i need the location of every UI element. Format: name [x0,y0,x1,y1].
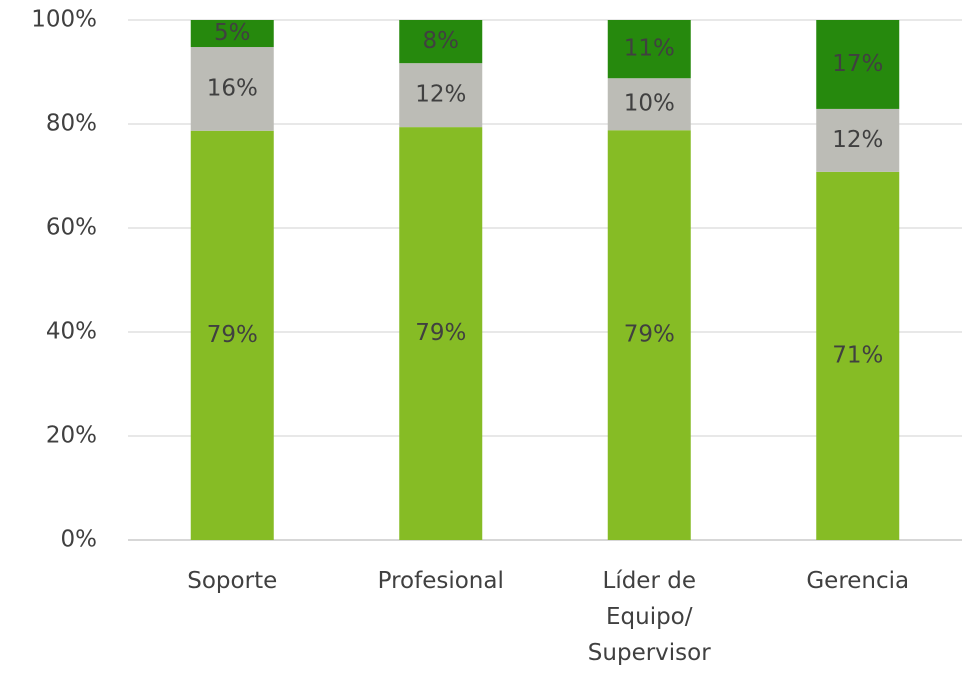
y-tick-label: 0% [61,527,98,553]
bar-segment [607,20,691,79]
y-tick-label: 20% [46,423,97,449]
data-label: 79% [207,322,258,348]
bar-segment [190,130,274,540]
data-label: 79% [624,322,675,348]
data-label: 12% [832,127,883,153]
x-tick-label: Gerencia [806,568,910,594]
x-tick-label: Líder de Equipo/ Supervisor [587,568,711,666]
data-label: 10% [624,91,675,117]
bar-segment [607,130,691,541]
y-tick-label: 80% [46,111,97,137]
data-label: 17% [832,51,883,77]
bar-segment [190,47,274,131]
y-tick-label: 60% [46,215,97,241]
data-label: 71% [832,342,883,368]
x-tick-label: Profesional [377,568,504,594]
data-label: 11% [624,36,675,62]
bar-segment [816,20,900,109]
bar-segment [816,108,900,172]
data-label: 5% [214,20,251,46]
bar-segment [190,20,274,48]
bar-segment [399,20,483,64]
data-label: 12% [415,82,466,108]
data-label: 8% [423,28,460,54]
bar-segment [607,78,691,131]
bar-segment [816,171,900,540]
y-tick-label: 100% [31,7,97,33]
bar-segment [399,63,483,128]
data-label: 79% [415,320,466,346]
data-label: 16% [207,75,258,101]
bar-segment [399,127,483,541]
x-tick-label: Soporte [187,568,278,594]
y-tick-label: 40% [46,319,97,345]
